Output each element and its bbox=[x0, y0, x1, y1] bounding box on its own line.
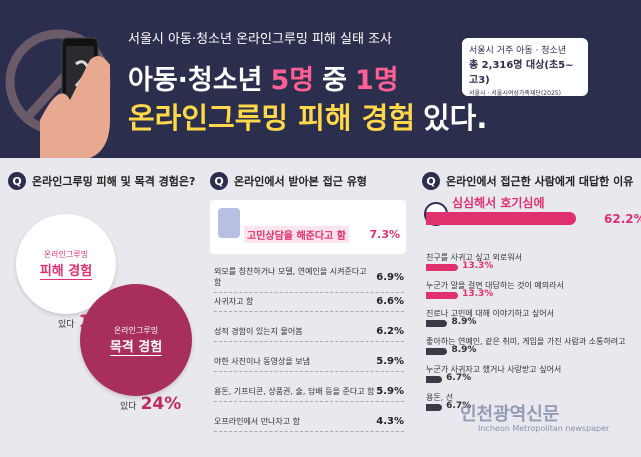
item-label: 외모를 칭찬하거나 모델, 연예인을 시켜준다고 함 bbox=[214, 267, 367, 287]
question-text: 온라인에서 접근한 사람에게 대답한 이유 bbox=[446, 175, 634, 188]
circle-sub: 온라인그루밍 bbox=[43, 249, 89, 259]
item-label: 성적 경험이 있는지 물어봄 bbox=[214, 327, 303, 336]
item-row: 성적 경험이 있는지 물어봄 6.2% bbox=[214, 326, 404, 342]
question: Q 온라인에서 받아본 접근 유형 bbox=[210, 172, 367, 190]
bar bbox=[426, 348, 448, 355]
question-text: 온라인그루밍 피해 및 목격 경험은? bbox=[32, 175, 196, 188]
item-label: 사귀자고 함 bbox=[214, 297, 254, 306]
bar bbox=[426, 292, 459, 299]
value-label: 62.2% bbox=[604, 211, 641, 226]
item-value: 5.9% bbox=[376, 356, 404, 367]
item-row: 야한 사진이나 동영상을 보냄 5.9% bbox=[214, 356, 404, 372]
chat-icon bbox=[218, 208, 240, 238]
note-source: 서울시 · 서울시여성가족재단(2025) bbox=[469, 90, 561, 97]
headline-part: 중 bbox=[322, 65, 347, 96]
headline-line2: 온라인그루밍 피해 경험 있다. bbox=[128, 95, 487, 137]
bar bbox=[426, 320, 448, 327]
item-label: 용돈, 기프티콘, 상품권, 술, 담배 등을 준다고 함 bbox=[214, 387, 375, 396]
q-icon: Q bbox=[210, 172, 228, 190]
hand bbox=[40, 56, 110, 158]
item-label: 야한 사진이나 동영상을 보냄 bbox=[214, 357, 310, 366]
bar bbox=[426, 212, 576, 225]
note-line: 서울시 거주 아동 · 청소년 bbox=[469, 46, 567, 56]
headline-part: 온라인그루밍 피해 경험 bbox=[128, 101, 415, 135]
headline-part: 아동·청소년 bbox=[128, 65, 263, 96]
result-prefix: 있다 bbox=[58, 320, 75, 330]
result-value: 24% bbox=[140, 394, 182, 414]
item-row: 용돈, 기프티콘, 상품권, 술, 담배 등을 준다고 함 5.9% bbox=[214, 386, 404, 402]
value-label: 13.3% bbox=[462, 288, 494, 299]
headline-line1: 아동·청소년 5명 중 1명 bbox=[128, 58, 399, 97]
q-icon: Q bbox=[422, 172, 440, 190]
item-value: 7.3% bbox=[369, 228, 400, 241]
survey-title: 서울시 아동·청소년 온라인그루밍 피해 실태 조사 bbox=[128, 32, 392, 47]
item-label: 고민상담을 해준다고 함 bbox=[244, 226, 349, 243]
item-value: 6.2% bbox=[376, 326, 404, 337]
item-value: 4.3% bbox=[376, 416, 404, 427]
headline-part: 5명 bbox=[270, 65, 315, 96]
question: Q 온라인에서 접근한 사람에게 대답한 이유 bbox=[422, 172, 633, 190]
value-label: 13.3% bbox=[462, 260, 494, 271]
item-label: 용돈, 선 bbox=[426, 393, 454, 402]
note-line: 총 2,316명 대상(초5~고3) bbox=[469, 60, 574, 86]
bar bbox=[426, 264, 459, 271]
bar bbox=[426, 376, 443, 383]
headline-part: 있다. bbox=[423, 101, 488, 135]
highlight-box: 고민상담을 해준다고 함 7.3% bbox=[210, 200, 406, 254]
highlight-row: 고민상담을 해준다고 함 7.3% bbox=[244, 226, 400, 243]
circle-main: 목격 경험 bbox=[109, 336, 163, 356]
item-row: 오프라인에서 만나자고 함 4.3% bbox=[214, 416, 404, 432]
circle-main: 피해 경험 bbox=[39, 260, 93, 280]
note-box: 서울시 거주 아동 · 청소년 총 2,316명 대상(초5~고3) 서울시 ·… bbox=[462, 38, 588, 97]
value-label: 6.7% bbox=[446, 372, 472, 383]
bar bbox=[426, 404, 443, 411]
item-label: 누군가 말을 걸면 대답하는 것이 예의라서 bbox=[426, 281, 564, 290]
item-row: 사귀자고 함 6.6% bbox=[214, 296, 404, 312]
value-label: 6.7% bbox=[446, 400, 472, 411]
value-label: 8.9% bbox=[451, 344, 477, 355]
item-label: 진로나 고민에 대해 이야기하고 싶어서 bbox=[426, 309, 554, 318]
item-value: 6.6% bbox=[376, 296, 404, 307]
item-label: 친구를 사귀고 싶고 외로워서 bbox=[426, 253, 522, 262]
circle-sub: 온라인그루밍 bbox=[113, 325, 159, 335]
result: 있다 24% bbox=[120, 394, 181, 414]
item-label: 오프라인에서 만나자고 함 bbox=[214, 417, 301, 426]
phone-illustration bbox=[5, 29, 111, 158]
item-value: 6.9% bbox=[376, 271, 404, 283]
q-icon: Q bbox=[8, 172, 26, 190]
question: Q 온라인그루밍 피해 및 목격 경험은? bbox=[8, 172, 195, 190]
item-label: 누군가 사귀자고 했거나 사랑받고 싶어서 bbox=[426, 365, 562, 374]
item-row: 외모를 칭찬하거나 모델, 연예인을 시켜준다고 함 6.9% bbox=[214, 266, 404, 293]
watermark: 인천광역신문 bbox=[460, 404, 560, 425]
result-prefix: 있다 bbox=[120, 402, 137, 412]
item-value: 5.9% bbox=[376, 386, 404, 397]
value-label: 8.9% bbox=[451, 316, 477, 327]
headline-part: 1명 bbox=[354, 65, 399, 96]
experience-circle: 온라인그루밍 목격 경험 bbox=[80, 284, 192, 396]
question-text: 온라인에서 받아본 접근 유형 bbox=[234, 175, 367, 188]
watermark-english: Incheon Metropolitan newspaper bbox=[478, 424, 610, 433]
item-label: 심심해서 호기심에 bbox=[452, 196, 545, 210]
item-label: 좋아하는 연예인, 같은 취미, 게임을 가진 사람과 소통하려고 bbox=[426, 337, 626, 346]
